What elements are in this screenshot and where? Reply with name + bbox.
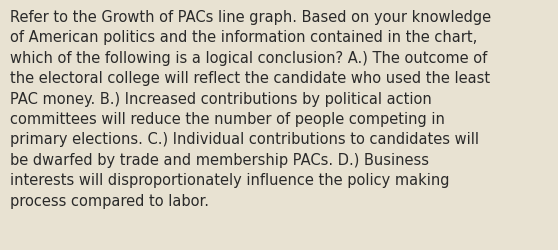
Text: Refer to the Growth of PACs line graph. Based on your knowledge
of American poli: Refer to the Growth of PACs line graph. … xyxy=(10,10,491,208)
